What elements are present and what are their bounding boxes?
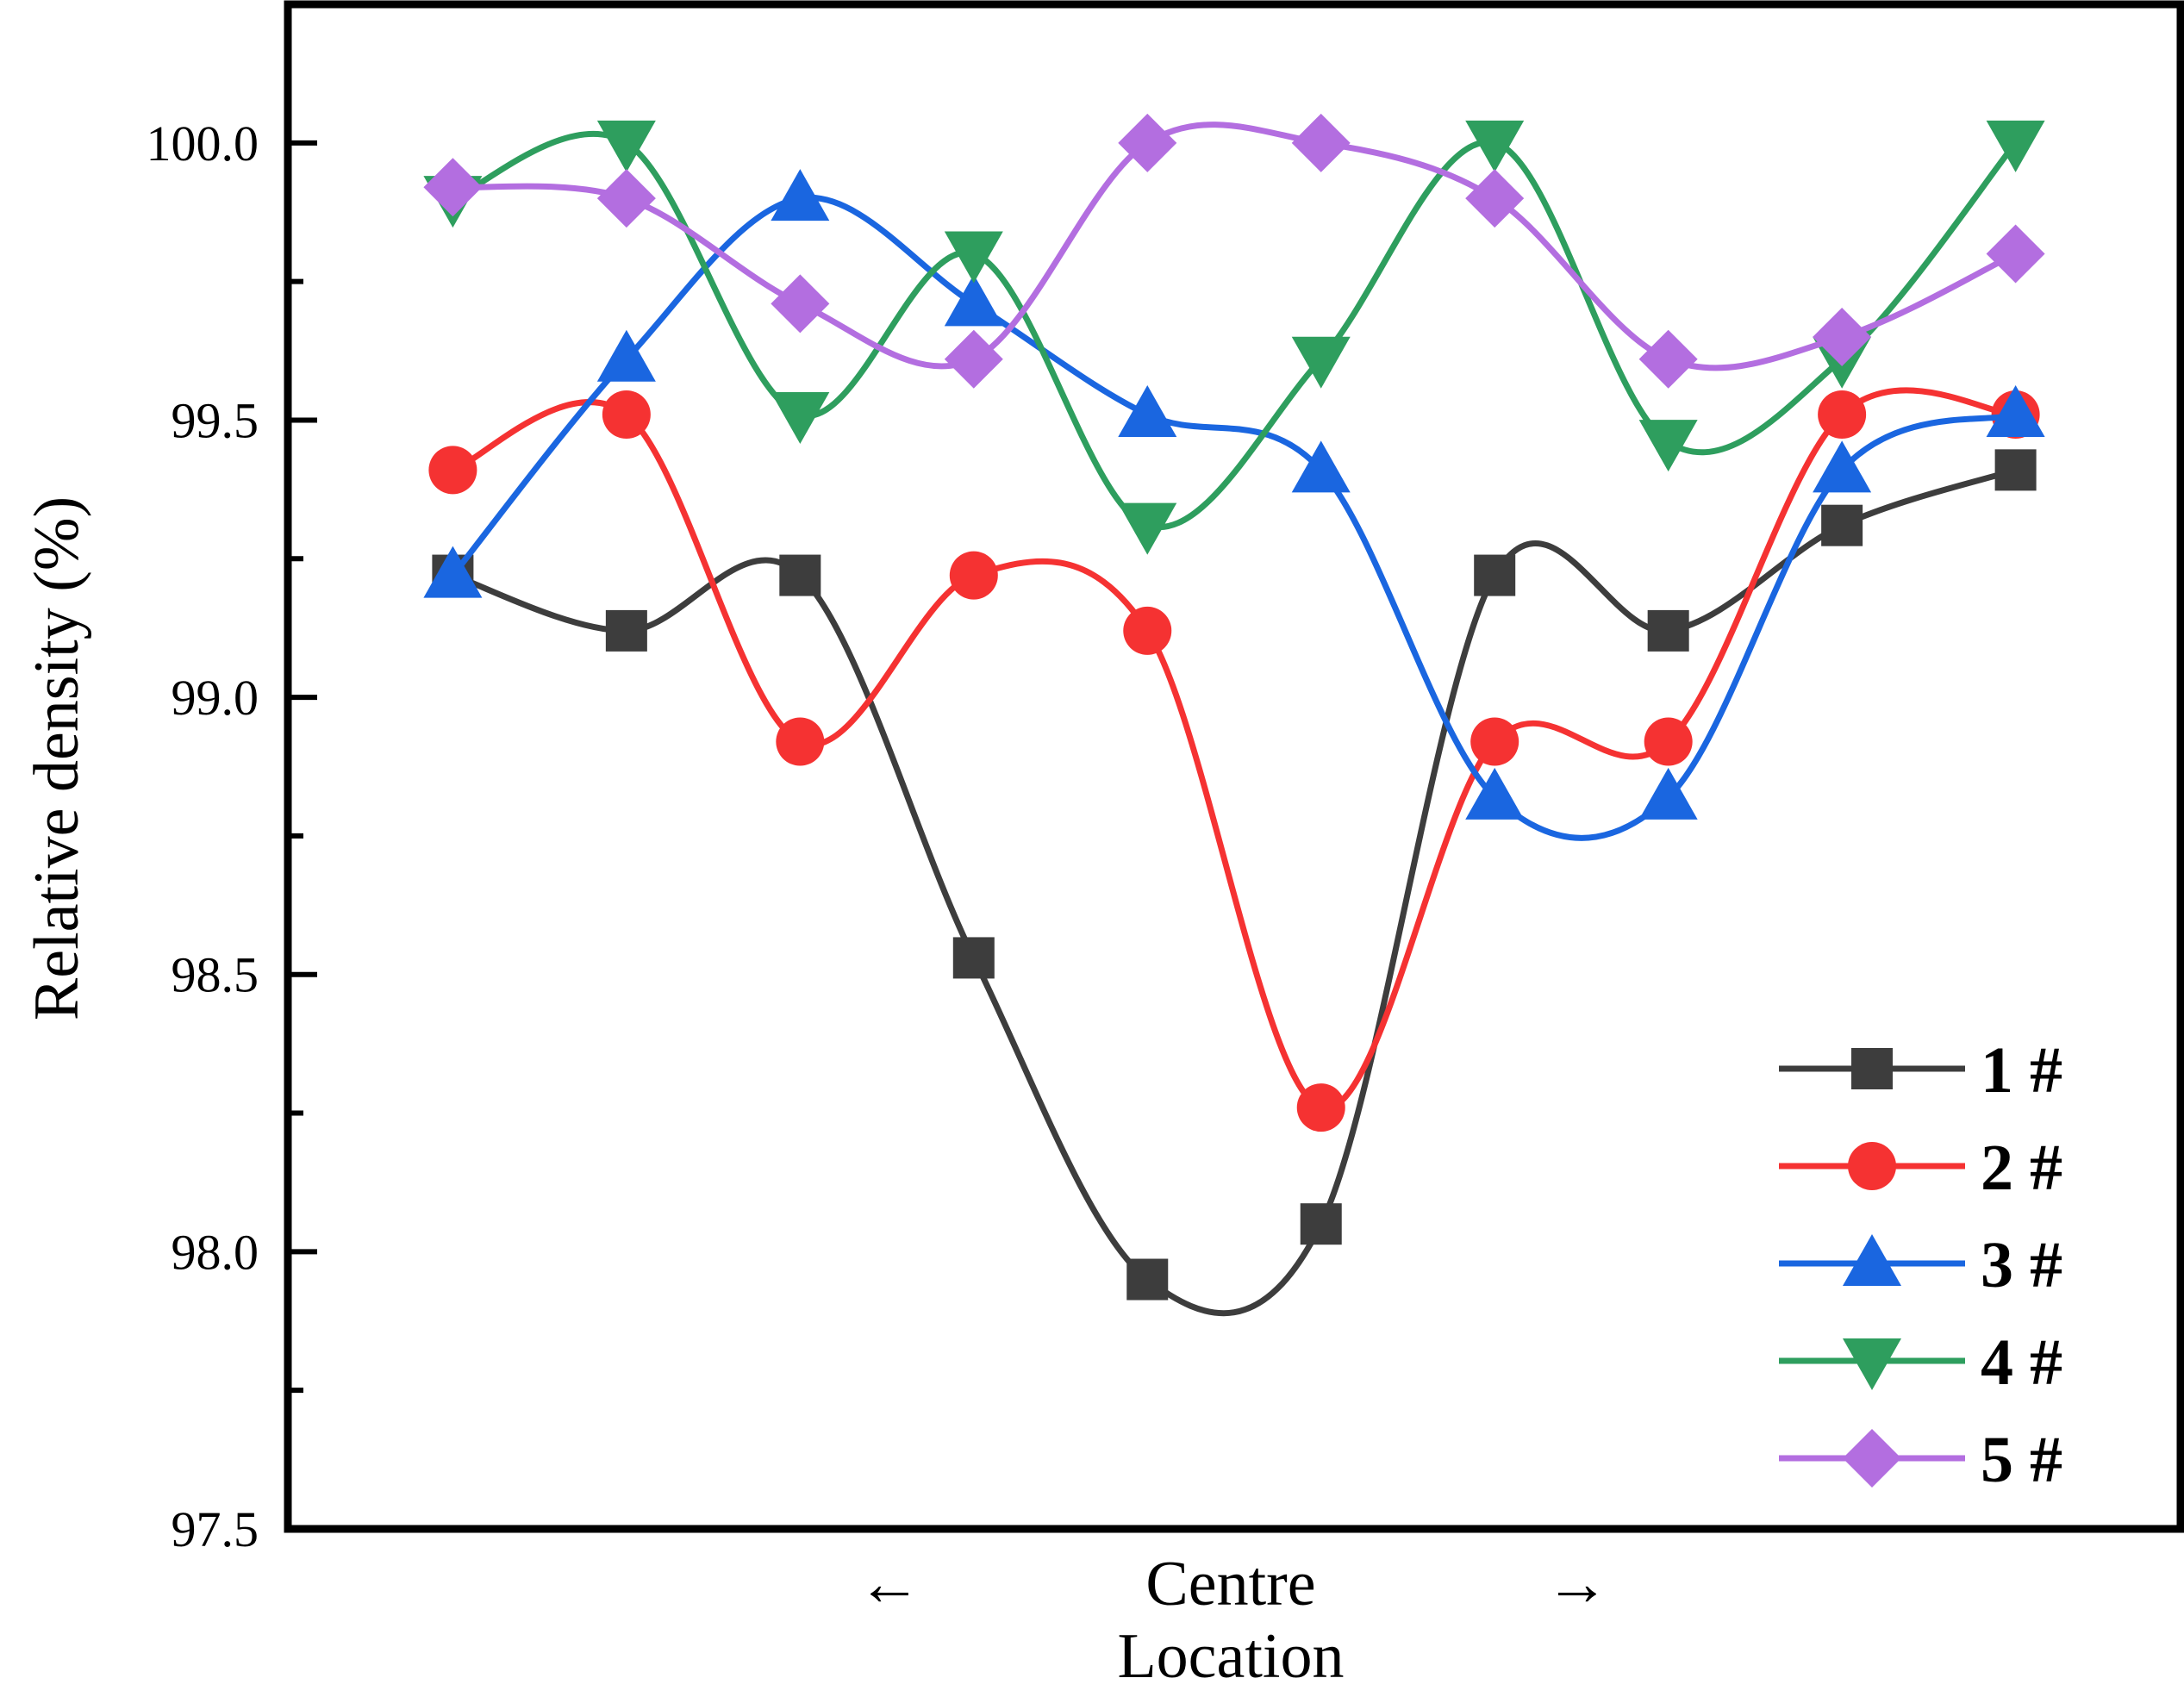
x-left-arrow: ← bbox=[858, 1549, 921, 1619]
legend-item: 3 # bbox=[1779, 1229, 2062, 1301]
legend-label: 2 # bbox=[1981, 1132, 2062, 1204]
data-point bbox=[1465, 767, 1525, 820]
y-tick-label: 100.0 bbox=[147, 115, 259, 172]
x-centre-label: Centre bbox=[1145, 1549, 1315, 1619]
data-point bbox=[1644, 717, 1693, 766]
data-point bbox=[771, 392, 830, 445]
data-point bbox=[771, 274, 830, 334]
series-1 bbox=[432, 449, 2037, 1317]
y-tick-label: 98.5 bbox=[172, 947, 259, 1003]
data-point bbox=[1465, 169, 1525, 228]
data-point bbox=[1291, 113, 1351, 172]
legend-label: 5 # bbox=[1981, 1424, 2062, 1496]
data-point bbox=[944, 329, 1003, 389]
data-point bbox=[1126, 1258, 1169, 1301]
data-point bbox=[1291, 336, 1351, 389]
data-point bbox=[423, 546, 483, 598]
legend-marker bbox=[1843, 1429, 1901, 1488]
data-point bbox=[1638, 767, 1698, 820]
data-point bbox=[423, 158, 483, 217]
legend-item: 2 # bbox=[1779, 1132, 2062, 1204]
legend-marker bbox=[1843, 1234, 1901, 1286]
y-tick-label: 99.5 bbox=[172, 392, 259, 448]
data-point bbox=[1291, 440, 1351, 493]
series-3 bbox=[423, 169, 2045, 841]
data-point bbox=[1818, 390, 1867, 440]
data-point bbox=[1821, 504, 1863, 546]
data-point bbox=[1813, 307, 1872, 366]
legend-label: 3 # bbox=[1981, 1229, 2062, 1301]
legend: 1 # 2 # 3 # 4 # 5 # bbox=[1779, 1034, 2062, 1496]
series-layer bbox=[423, 113, 2045, 1317]
data-point bbox=[1474, 554, 1516, 596]
series-line bbox=[452, 122, 2018, 371]
data-point bbox=[1986, 120, 2045, 172]
data-point bbox=[1118, 385, 1177, 438]
data-point bbox=[1986, 385, 2045, 438]
data-point bbox=[1647, 609, 1689, 652]
legend-item: 4 # bbox=[1779, 1326, 2062, 1399]
data-point bbox=[1638, 420, 1698, 472]
data-point bbox=[1118, 113, 1177, 172]
data-point bbox=[776, 717, 825, 766]
legend-item: 1 # bbox=[1779, 1034, 2062, 1107]
data-point bbox=[1986, 224, 2045, 284]
data-point bbox=[1994, 449, 2037, 491]
data-point bbox=[944, 274, 1003, 327]
y-tick-label: 97.5 bbox=[172, 1501, 259, 1557]
series-line bbox=[450, 194, 2017, 841]
data-point bbox=[428, 446, 477, 495]
data-point bbox=[949, 551, 998, 600]
x-right-arrow: → bbox=[1545, 1549, 1609, 1619]
data-point bbox=[596, 329, 656, 382]
data-point bbox=[944, 231, 1003, 284]
data-point bbox=[771, 169, 830, 221]
data-point bbox=[602, 390, 651, 440]
data-point bbox=[1638, 329, 1698, 389]
y-tick-label: 99.0 bbox=[172, 670, 259, 726]
data-point bbox=[1296, 1083, 1345, 1132]
data-point bbox=[1470, 717, 1519, 766]
y-axis-title: Relative density (%) bbox=[22, 496, 92, 1020]
data-point bbox=[1813, 440, 1872, 493]
x-axis-title: Location bbox=[1117, 1621, 1344, 1692]
legend-marker bbox=[1851, 1048, 1893, 1089]
data-point bbox=[596, 169, 656, 228]
data-point bbox=[779, 554, 821, 596]
y-tick-label: 98.0 bbox=[172, 1224, 259, 1280]
data-point bbox=[1465, 120, 1525, 172]
legend-marker bbox=[1848, 1142, 1896, 1190]
y-axis: 97.5 98.0 98.5 99.0 99.5 100.0 bbox=[147, 115, 317, 1557]
data-point bbox=[1300, 1203, 1342, 1245]
series-2 bbox=[428, 387, 2040, 1132]
data-point bbox=[605, 609, 647, 652]
series-5 bbox=[423, 113, 2045, 389]
data-point bbox=[1123, 606, 1172, 655]
series-line bbox=[452, 130, 2019, 531]
data-point bbox=[1118, 502, 1177, 555]
plot-frame bbox=[284, 0, 2184, 1533]
legend-item: 5 # bbox=[1779, 1424, 2062, 1496]
legend-marker bbox=[1843, 1338, 1901, 1390]
series-4 bbox=[423, 120, 2045, 555]
data-point bbox=[952, 937, 995, 979]
series-line bbox=[452, 387, 2016, 1112]
legend-label: 1 # bbox=[1981, 1034, 2062, 1107]
legend-label: 4 # bbox=[1981, 1326, 2062, 1399]
data-point bbox=[596, 120, 656, 172]
